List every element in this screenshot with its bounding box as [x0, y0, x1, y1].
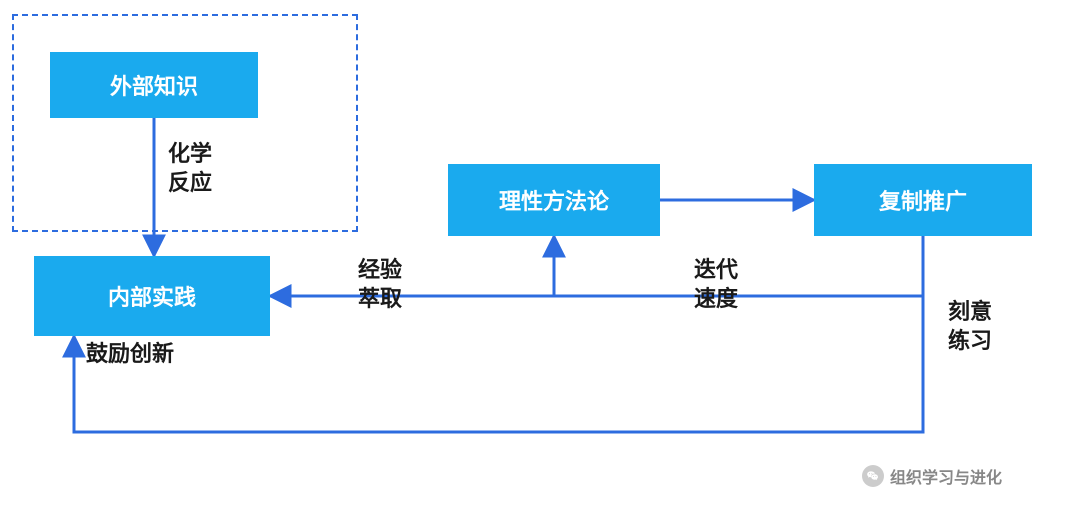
node-external-knowledge: 外部知识	[50, 52, 258, 118]
node-methodology: 理性方法论	[448, 164, 660, 236]
watermark: 组织学习与进化	[862, 464, 1002, 488]
label-experience-extract: 经验 萃取	[358, 256, 402, 313]
flowchart-canvas: 外部知识 内部实践 理性方法论 复制推广 化学 反应 经验 萃取 迭代 速度 刻…	[0, 0, 1080, 510]
node-label: 理性方法论	[499, 184, 609, 216]
edge-internal-to-methodology	[270, 236, 554, 296]
watermark-text: 组织学习与进化	[890, 464, 1002, 488]
label-chemical-reaction: 化学 反应	[168, 140, 212, 197]
label-iterate-speed: 迭代 速度	[694, 256, 738, 313]
node-label: 复制推广	[879, 184, 967, 216]
node-label: 外部知识	[110, 69, 198, 101]
label-encourage-innovation: 鼓励创新	[86, 340, 174, 369]
node-label: 内部实践	[108, 280, 196, 312]
wechat-icon	[862, 465, 884, 487]
label-deliberate-practice: 刻意 练习	[948, 298, 992, 355]
node-internal-practice: 内部实践	[34, 256, 270, 336]
external-group-box	[12, 14, 358, 232]
node-replicate: 复制推广	[814, 164, 1032, 236]
